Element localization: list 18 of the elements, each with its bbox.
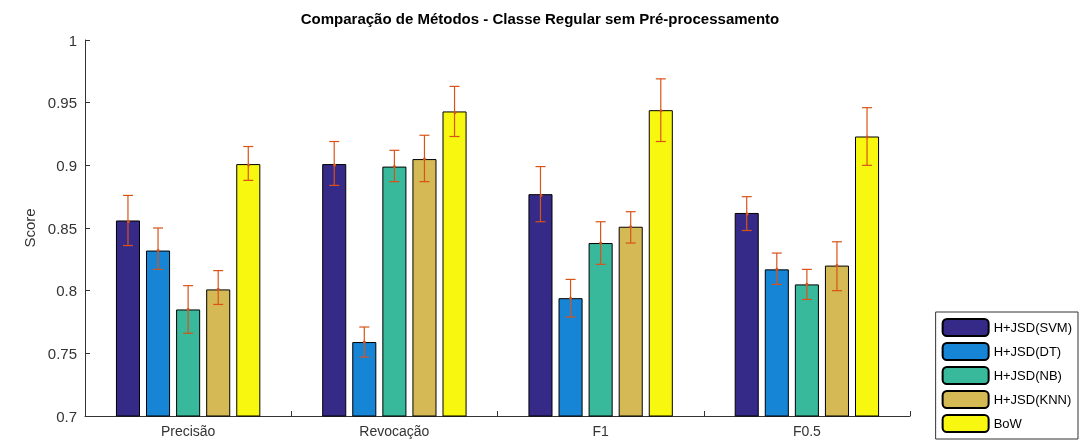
legend-label: H+JSD(SVM) (993, 320, 1073, 335)
y-tick-label: 0.7 (56, 407, 77, 425)
legend-label: H+JSD(KNN) (993, 392, 1072, 407)
y-tick-label: 0.85 (47, 219, 77, 237)
y-tick-label: 0.95 (47, 94, 77, 112)
x-tick-label: F1 (592, 423, 609, 439)
y-tick-label: 0.8 (56, 282, 77, 300)
x-tick-label: F0.5 (792, 423, 822, 439)
y-tick-label: 0.9 (56, 156, 77, 174)
y-axis-title: Score (20, 208, 38, 248)
legend-label: BoW (993, 416, 1023, 431)
legend-label: H+JSD(NB) (993, 368, 1062, 383)
x-tick-label: Revocação (359, 423, 430, 439)
x-tick-label: Precisão (160, 423, 216, 439)
y-tick-label: 1 (68, 31, 77, 49)
y-tick-label: 0.75 (47, 344, 77, 362)
chart-title: Comparação de Métodos - Classe Regular sem Pré-processamento (300, 10, 780, 27)
legend-label: H+JSD(DT) (993, 344, 1062, 359)
